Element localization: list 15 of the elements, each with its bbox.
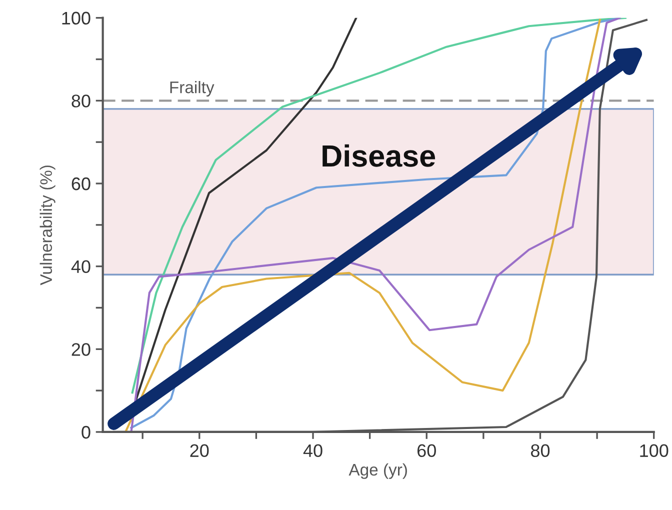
y-tick-label: 60	[72, 177, 90, 190]
x-tick-label: 20	[190, 444, 209, 458]
x-axis-title: Age (yr)	[348, 463, 407, 479]
y-tick-label: 40	[71, 260, 90, 274]
x-tick-label: 60	[418, 444, 436, 458]
band-label: Disease	[322, 144, 436, 167]
x-tick-label: 40	[303, 444, 322, 458]
x-tick-label: 100	[640, 444, 668, 458]
y-tick-label: 100	[62, 12, 90, 25]
ref-line-label: Frailty	[170, 80, 214, 97]
y-tick-label: 80	[72, 94, 90, 108]
y-axis-title: Vulnerability (%)	[40, 166, 56, 286]
y-tick-label: 20	[72, 343, 90, 356]
x-tick-label: 80	[530, 444, 550, 458]
y-tick-label: 0	[82, 426, 90, 439]
